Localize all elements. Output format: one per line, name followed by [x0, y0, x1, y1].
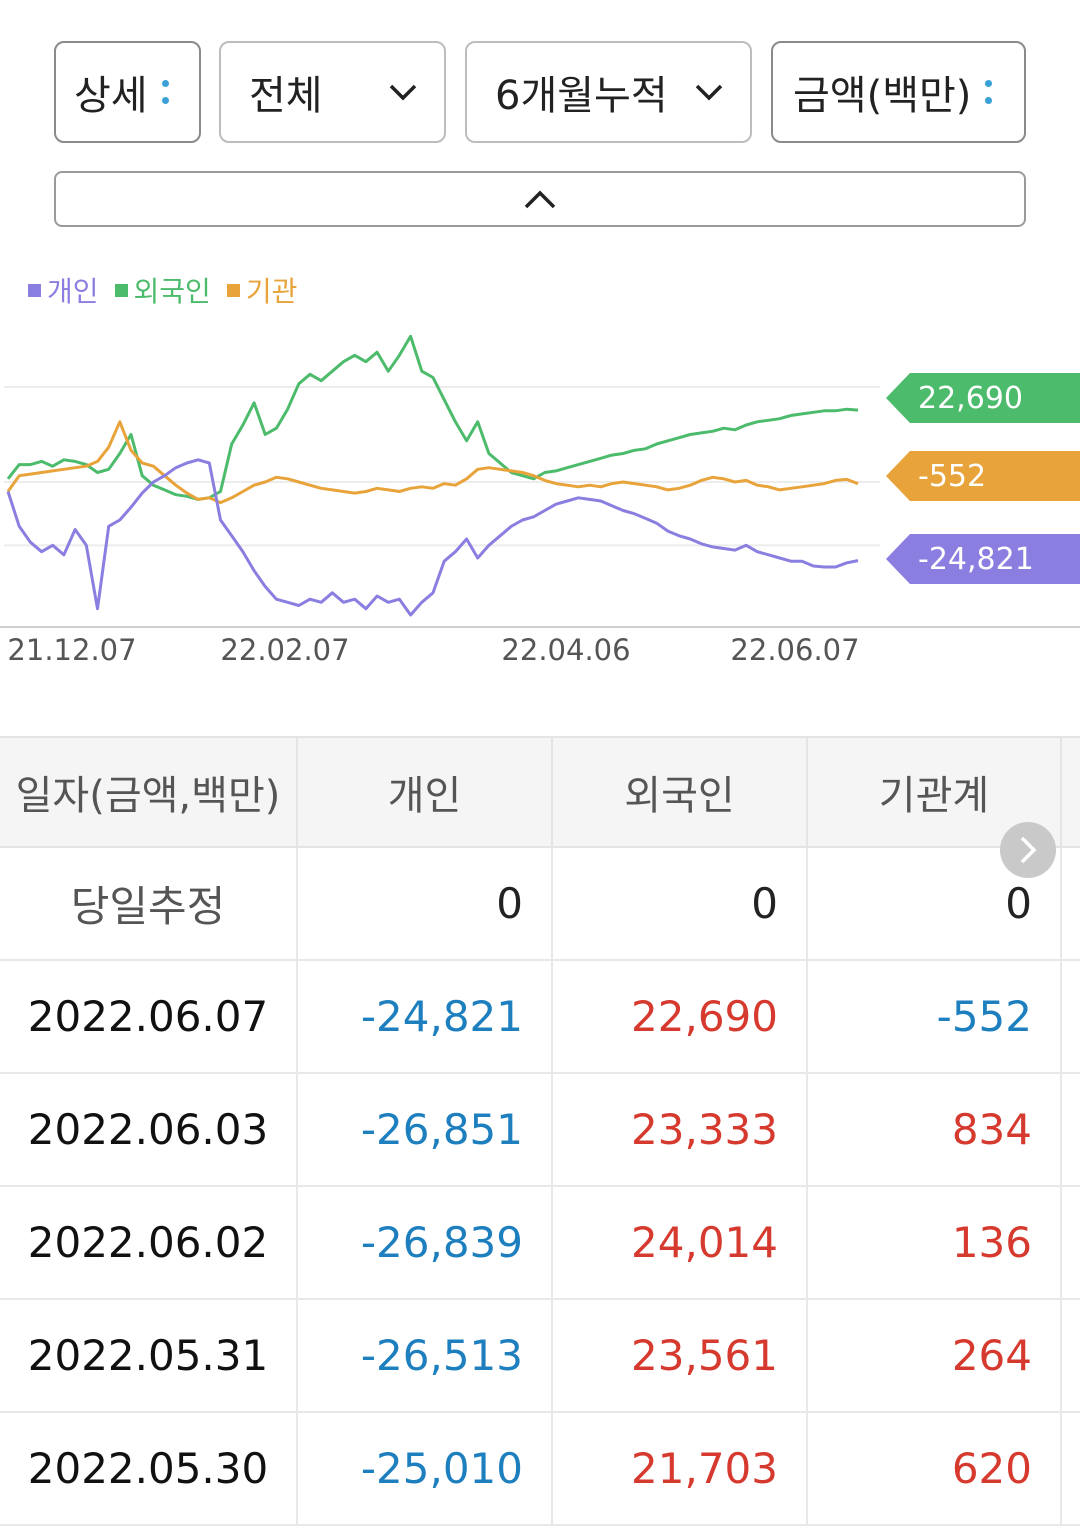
row-foreign: 23,333 [553, 1074, 808, 1185]
filter-bar: 상세 전체 6개월누적 금액(백만) [54, 41, 1026, 143]
legend-foreign[interactable]: 외국인 [114, 270, 211, 310]
series-line [6, 334, 859, 501]
market-dropdown[interactable]: 전체 [219, 41, 446, 143]
header-date[interactable]: 일자(금액,백만) [0, 738, 298, 846]
header-foreign[interactable]: 외국인 [553, 738, 808, 846]
more-dots-icon [985, 80, 993, 104]
series-line [6, 458, 859, 617]
row-individual: -24,821 [298, 961, 553, 1072]
header-individual[interactable]: 개인 [298, 738, 553, 846]
legend-swatch-icon [226, 283, 240, 297]
row-institution: 264 [808, 1300, 1062, 1411]
row-date: 당일추정 [0, 848, 298, 959]
table-row[interactable]: 2022.05.30 -25,010 21,703 620 [0, 1413, 1080, 1526]
header-spacer [1062, 738, 1080, 846]
table-row[interactable]: 2022.05.31 -26,513 23,561 264 [0, 1300, 1080, 1413]
scroll-right-button[interactable] [1000, 822, 1056, 878]
row-institution: 136 [808, 1187, 1062, 1298]
legend-label: 기관 [245, 275, 298, 308]
series-end-label: 22,690 [886, 373, 1080, 423]
row-foreign: 23,561 [553, 1300, 808, 1411]
end-label-tag [886, 534, 1080, 584]
series-end-label: -24,821 [886, 534, 1080, 584]
chevron-up-icon [524, 190, 556, 209]
row-date: 2022.06.07 [0, 961, 298, 1072]
row-individual: 0 [298, 848, 553, 959]
end-label-tag [886, 451, 1080, 501]
period-dropdown-label: 6개월누적 [495, 73, 668, 119]
legend-label: 외국인 [133, 275, 211, 308]
row-individual: -26,851 [298, 1074, 553, 1185]
table-row[interactable]: 2022.06.07 -24,821 22,690 -552 [0, 961, 1080, 1074]
chart-legend: 개인 외국인 기관 [28, 270, 297, 310]
row-institution: 834 [808, 1074, 1062, 1185]
end-label-tag [886, 373, 1080, 423]
row-spacer [1062, 961, 1080, 1072]
row-spacer [1062, 1413, 1080, 1524]
legend-label: 개인 [47, 275, 99, 308]
row-individual: -26,839 [298, 1187, 553, 1298]
x-tick-label: 22.06.07 [730, 633, 859, 667]
series-line [6, 420, 859, 505]
market-dropdown-label: 전체 [249, 73, 323, 119]
period-dropdown[interactable]: 6개월누적 [465, 41, 752, 143]
investor-flow-chart[interactable]: 21.12.07 22.02.07 22.04.06 22.06.07 22,690 -5… [0, 320, 1080, 680]
row-spacer [1062, 1300, 1080, 1411]
x-tick-label: 22.02.07 [220, 633, 349, 667]
chevron-right-icon [1020, 836, 1037, 864]
row-spacer [1062, 1074, 1080, 1185]
chevron-down-icon [389, 84, 417, 101]
view-select[interactable]: 상세 [54, 41, 201, 143]
row-foreign: 21,703 [553, 1413, 808, 1524]
legend-individual[interactable]: 개인 [28, 270, 99, 310]
unit-select-label: 금액(백만) [793, 73, 972, 119]
row-individual: -25,010 [298, 1413, 553, 1524]
row-date: 2022.06.02 [0, 1187, 298, 1298]
row-date: 2022.05.30 [0, 1413, 298, 1524]
table-body: 당일추정 0 0 0 2022.06.07 -24,821 22,690 -552 2022.0… [0, 848, 1080, 1526]
header-institution[interactable]: 기관계 [808, 738, 1062, 846]
row-foreign: 0 [553, 848, 808, 959]
legend-institution[interactable]: 기관 [226, 270, 298, 310]
row-institution: 620 [808, 1413, 1062, 1524]
table-header: 일자(금액,백만) 개인 외국인 기관계 [0, 736, 1080, 848]
collapse-button[interactable] [54, 171, 1026, 227]
row-date: 2022.05.31 [0, 1300, 298, 1411]
row-spacer [1062, 1187, 1080, 1298]
series-end-label: -552 [886, 451, 1080, 501]
row-spacer [1062, 848, 1080, 959]
legend-swatch-icon [28, 283, 41, 297]
row-date: 2022.06.03 [0, 1074, 298, 1185]
view-select-label: 상세 [74, 73, 148, 119]
table-row[interactable]: 2022.06.03 -26,851 23,333 834 [0, 1074, 1080, 1187]
row-individual: -26,513 [298, 1300, 553, 1411]
unit-select[interactable]: 금액(백만) [771, 41, 1026, 143]
end-label-text: -552 [918, 459, 986, 494]
row-foreign: 24,014 [553, 1187, 808, 1298]
end-label-text: -24,821 [918, 542, 1034, 577]
more-dots-icon [161, 80, 169, 104]
x-tick-label: 21.12.07 [7, 633, 136, 667]
x-tick-label: 22.04.06 [501, 633, 630, 667]
row-institution: -552 [808, 961, 1062, 1072]
row-foreign: 22,690 [553, 961, 808, 1072]
row-institution: 0 [808, 848, 1062, 959]
end-label-text: 22,690 [918, 381, 1023, 416]
chevron-down-icon [695, 84, 723, 101]
legend-swatch-icon [114, 283, 128, 297]
table-row[interactable]: 2022.06.02 -26,839 24,014 136 [0, 1187, 1080, 1300]
investor-table: 일자(금액,백만) 개인 외국인 기관계 당일추정 0 0 0 2022.06.07 -2… [0, 736, 1080, 1526]
table-row[interactable]: 당일추정 0 0 0 [0, 848, 1080, 961]
